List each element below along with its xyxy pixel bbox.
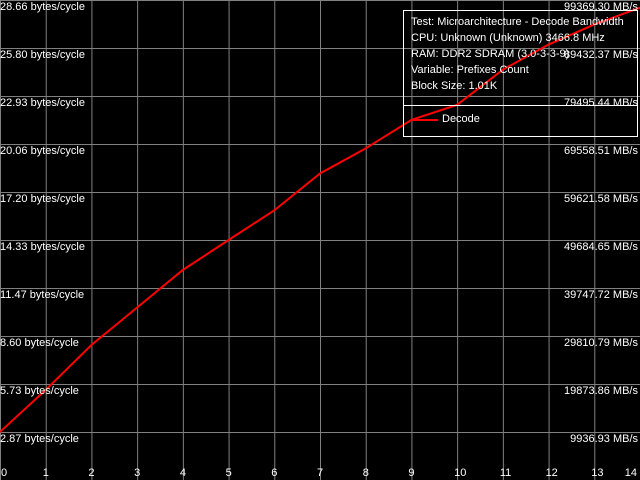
y-tick-left: 20.06 bytes/cycle	[0, 145, 85, 157]
y-tick-right: 89432.37 MB/s	[564, 49, 638, 61]
x-tick: 4	[179, 467, 186, 479]
legend-test: Test: Microarchitecture - Decode Bandwid…	[411, 16, 624, 28]
y-tick-left: 11.47 bytes/cycle	[0, 289, 85, 301]
legend-cpu: CPU: Unknown (Unknown) 3466.8 MHz	[411, 32, 605, 44]
data-point	[364, 147, 367, 150]
y-tick-right: 59621.58 MB/s	[564, 193, 638, 205]
data-point	[136, 306, 138, 309]
y-tick-left: 14.33 bytes/cycle	[0, 241, 85, 253]
legend-block-size: Block Size: 1.01K	[411, 80, 498, 92]
x-tick: 5	[225, 467, 232, 479]
data-point	[90, 344, 93, 346]
y-tick-right: 19873.86 MB/s	[564, 385, 638, 397]
y-tick-right: 9936.93 MB/s	[570, 433, 638, 445]
legend-variable: Variable: Prefixes Count	[411, 64, 529, 76]
legend-ram: RAM: DDR2 SDRAM (3.0-3-3-9)	[411, 48, 570, 60]
y-tick-right: 49684.65 MB/s	[564, 241, 638, 253]
y-tick-right: 69558.51 MB/s	[564, 145, 638, 157]
x-tick: 12	[545, 467, 558, 479]
y-tick-left: 17.20 bytes/cycle	[0, 193, 85, 205]
x-tick: 2	[88, 467, 95, 479]
data-point	[0, 431, 1, 433]
legend-series-swatch	[411, 119, 438, 121]
x-tick: 11	[499, 467, 512, 479]
data-point	[44, 389, 47, 391]
data-point	[273, 209, 276, 212]
data-point	[319, 172, 321, 175]
data-point	[547, 43, 550, 46]
y-tick-right: 29810.79 MB/s	[564, 337, 638, 349]
legend-series-label: Decode	[442, 113, 480, 125]
y-tick-left: 28.66 bytes/cycle	[0, 1, 85, 13]
data-point	[593, 23, 596, 26]
legend-box: Test: Microarchitecture - Decode Bandwid…	[403, 10, 638, 137]
x-tick: 7	[317, 467, 324, 479]
y-tick-left: 5.73 bytes/cycle	[0, 385, 79, 397]
y-tick-left: 25.80 bytes/cycle	[0, 49, 85, 61]
data-point	[182, 269, 184, 271]
x-tick: 6	[271, 467, 278, 479]
data-point	[227, 239, 230, 241]
data-point	[502, 68, 504, 71]
x-tick: 0	[1, 467, 8, 479]
x-tick: 1	[42, 467, 49, 479]
legend-divider	[404, 105, 637, 106]
y-tick-left: 2.87 bytes/cycle	[0, 433, 79, 445]
x-tick: 3	[134, 467, 141, 479]
x-tick: 13	[591, 467, 604, 479]
y-tick-right: 79495.44 MB/s	[564, 97, 638, 109]
y-tick-left: 22.93 bytes/cycle	[0, 97, 85, 109]
x-tick: 10	[454, 467, 467, 479]
y-tick-left: 8.60 bytes/cycle	[0, 337, 79, 349]
x-tick: 8	[362, 467, 369, 479]
y-tick-right: 39747.72 MB/s	[564, 289, 638, 301]
x-tick: 9	[408, 467, 415, 479]
x-tick: 14	[624, 467, 637, 479]
